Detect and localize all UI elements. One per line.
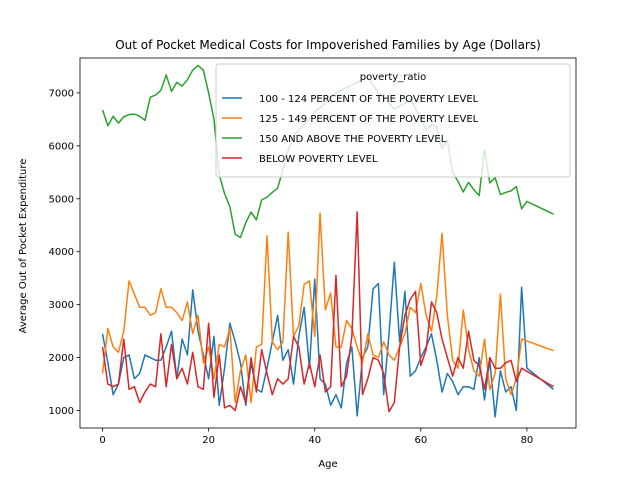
y-tick-label: 5000 <box>49 194 74 205</box>
legend-box <box>215 63 571 178</box>
y-tick-label: 6000 <box>49 141 74 152</box>
legend-label-3: 150 AND ABOVE THE POVERTY LEVEL <box>259 134 447 145</box>
x-tick-label: 20 <box>202 435 215 446</box>
x-tick-label: 60 <box>414 435 427 446</box>
chart-title: Out of Pocket Medical Costs for Impoveri… <box>115 38 541 52</box>
y-tick-label: 4000 <box>49 247 74 258</box>
x-tick-label: 0 <box>99 435 105 446</box>
legend: poverty_ratio 100 - 124 PERCENT OF THE PO… <box>215 63 571 178</box>
legend-title: poverty_ratio <box>360 72 427 83</box>
x-axis-title: Age <box>318 459 337 470</box>
series-line-1 <box>101 261 554 418</box>
series-line-4 <box>101 211 554 413</box>
x-tick-label: 40 <box>308 435 321 446</box>
legend-label-1: 100 - 124 PERCENT OF THE POVERTY LEVEL <box>259 94 479 105</box>
y-axis: 1000 2000 3000 4000 5000 6000 7000 <box>49 88 80 417</box>
legend-label-4: BELOW POVERTY LEVEL <box>259 154 378 165</box>
y-tick-label: 7000 <box>49 88 74 99</box>
y-tick-label: 3000 <box>49 300 74 311</box>
y-tick-label: 2000 <box>49 353 74 364</box>
y-axis-title: Average Out of Pocket Expenditure <box>18 159 29 334</box>
y-tick-label: 1000 <box>49 406 74 417</box>
x-axis: 0 20 40 60 80 <box>99 428 533 446</box>
x-tick-label: 80 <box>521 435 534 446</box>
legend-label-2: 125 - 149 PERCENT OF THE POVERTY LEVEL <box>259 114 479 125</box>
axes-frame <box>79 57 577 429</box>
